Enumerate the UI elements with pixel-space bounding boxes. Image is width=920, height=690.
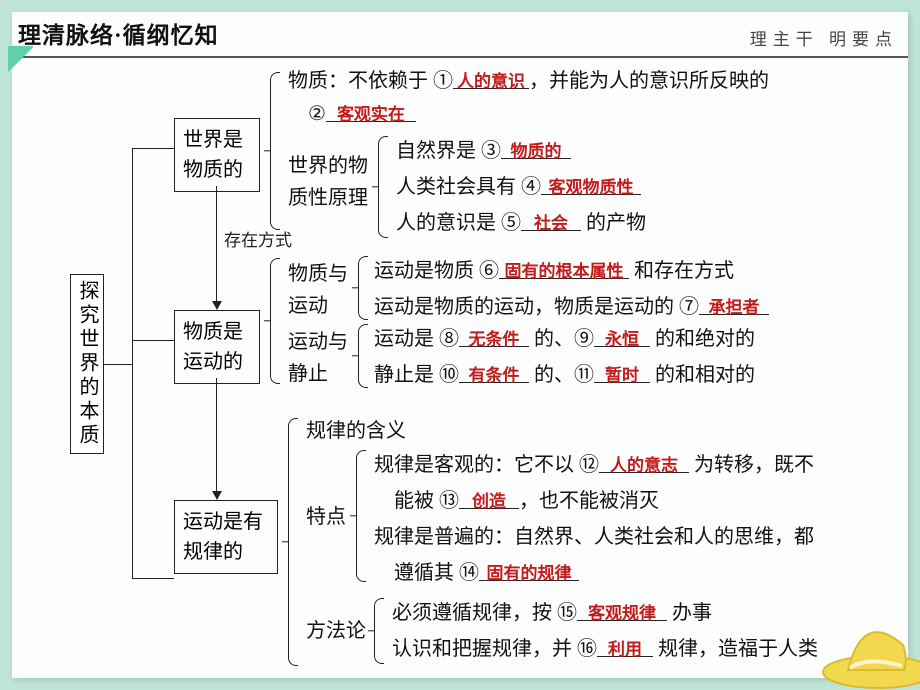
answer: 承担者 [709,298,760,317]
answer: 人的意识 [457,72,525,91]
answer: 固有的根本属性 [505,262,624,281]
text-line: 规律是客观的：它不以 ⑫ 人的意志 为转移，既不 [374,448,814,477]
text: ，并能为人的意识所反映的 [529,70,769,92]
text: 运动与 静止 [288,331,348,385]
text: 人类社会具有 ④ [396,176,541,198]
node-label: 物质是 运动的 [183,321,243,373]
text-line: 物质：不依赖于 ①人的意识，并能为人的意识所反映的 [288,64,769,93]
diagram: 探究世界的本质 世界是 物质的 物质是 运动的 运动是有 规律的 存在方式 物质… [12,58,908,672]
connector [104,364,132,365]
hat-icon [808,600,920,690]
text: 静止是 ⑩ [374,364,459,386]
text: 和存在方式 [629,260,734,282]
brace-icon [288,418,298,666]
answer: 固有的规律 [487,564,572,583]
text: 的和相对的 [650,364,755,386]
text: 世界的物 质性原理 [288,155,368,209]
text-line: 必须遵循规律，按 ⑮ 客观规律 办事 [392,596,712,625]
text: 办事 [667,602,712,624]
text: 物质与 运动 [288,263,348,317]
brace-icon [270,258,280,384]
text-line: 运动是物质 ⑥ 固有的根本属性 和存在方式 [374,254,734,283]
connector [132,148,133,578]
text: 规律是普遍的：自然界、人类社会和人的思维，都 [374,526,814,548]
node-material-moving: 物质是 运动的 [174,310,260,384]
answer: 社会 [534,214,568,233]
text: 必须遵循规律，按 ⑮ [392,602,577,624]
text-line: ② 客观实在 [308,100,416,126]
brace-icon [378,136,388,238]
text-line: 运动是 ⑧ 无条件 的、⑨ 永恒 的和绝对的 [374,322,755,351]
connector [132,578,174,579]
sub-label: 运动与 静止 [288,326,348,390]
answer: 客观实在 [337,105,405,124]
text: 能被 ⑬ [374,490,459,512]
text: 认识和把握规律，并 ⑯ [392,638,597,660]
text-line: 人的意识是 ⑤ 社会 的产物 [396,206,646,235]
text: 运动是 ⑧ [374,328,459,350]
sub-label: 特点 [306,500,346,529]
brace-icon [374,598,384,664]
text-line: 运动是物质的运动，物质是运动的 ⑦ 承担者 [374,290,769,319]
text-line: 自然界是 ③ 物质的 [396,134,571,163]
text: 遵循其 ⑭ [374,562,479,584]
text: 运动是物质 ⑥ [374,260,499,282]
text: 规律是客观的：它不以 ⑫ [374,454,599,476]
arrow-icon [216,378,217,498]
connector [132,148,174,149]
text-line: 遵循其 ⑭ 固有的规律 [374,556,579,585]
node-label: 运动是有 规律的 [183,511,263,563]
node-world-material: 世界是 物质的 [174,118,260,192]
text-line: 能被 ⑬ 创造 ，也不能被消灭 [374,484,659,513]
text: 的、⑨ [529,328,594,350]
text: 自然界是 ③ [396,140,501,162]
text: 人的意识是 ⑤ [396,212,521,234]
answer: 客观规律 [588,604,656,623]
text-line: 静止是 ⑩ 有条件 的、⑪ 暂时 的和相对的 [374,358,755,387]
text-line: 规律是普遍的：自然界、人类社会和人的思维，都 [374,520,814,549]
brace-icon [356,450,366,582]
answer: 创造 [472,492,506,511]
page-subtitle: 理主干 明要点 [750,25,898,50]
sub-label: 方法论 [306,614,366,643]
answer: 客观物质性 [549,178,634,197]
connector [132,340,174,341]
sub-label: 规律的含义 [306,414,406,443]
sheet: 理清脉络·循纲忆知 理主干 明要点 探究世界的本质 世界是 物质的 物质是 运动… [12,12,908,678]
root-node: 探究世界的本质 [70,274,104,454]
text: 为转移，既不 [689,454,814,476]
text: 物质：不依赖于 ① [288,70,453,92]
header: 理清脉络·循纲忆知 理主干 明要点 [12,12,908,58]
sub-label: 世界的物 质性原理 [288,150,368,214]
node-label: 世界是 物质的 [183,129,243,181]
brace-icon [358,324,368,388]
text-line: 人类社会具有 ④ 客观物质性 [396,170,641,199]
page-title: 理清脉络·循纲忆知 [18,16,219,50]
answer: 永恒 [605,330,639,349]
text: 规律，造福于人类 [653,638,818,660]
brace-icon [358,256,368,320]
brace-icon [270,72,280,230]
node-motion-law: 运动是有 规律的 [174,500,278,574]
text: 的和绝对的 [650,328,755,350]
answer: 无条件 [469,330,520,349]
text: ，也不能被消灭 [519,490,659,512]
answer: 物质的 [511,142,562,161]
text: ② [308,103,326,125]
text: 的、⑪ [529,364,594,386]
arrow-icon [216,186,217,308]
text-line: 认识和把握规律，并 ⑯ 利用 规律，造福于人类 [392,632,818,661]
text: 运动是物质的运动，物质是运动的 ⑦ [374,296,699,318]
answer: 暂时 [605,366,639,385]
text: 的产物 [581,212,646,234]
sub-label: 物质与 运动 [288,258,348,322]
edge-label: 存在方式 [224,226,292,251]
answer: 利用 [608,640,642,659]
answer: 人的意志 [610,456,678,475]
answer: 有条件 [469,366,520,385]
